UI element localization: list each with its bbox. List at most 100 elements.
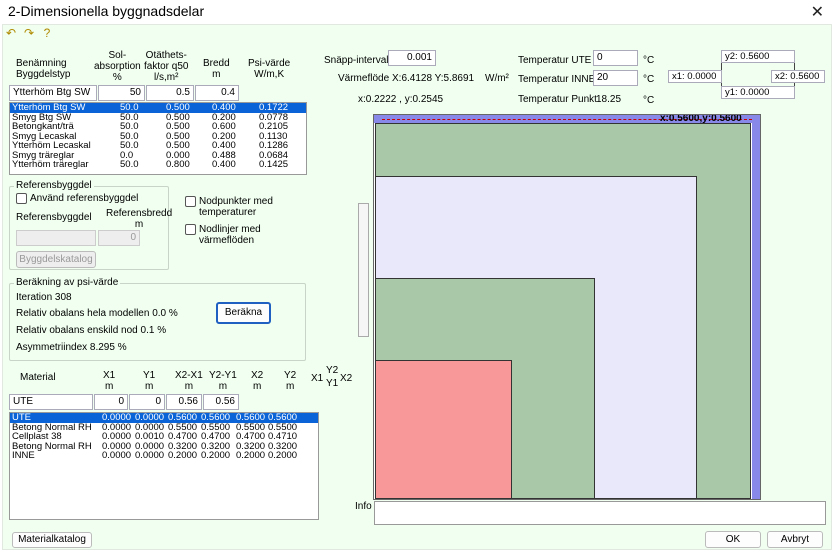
- material-catalog-button[interactable]: Materialkatalog: [12, 532, 92, 548]
- material-cell-y2: 0.5500: [268, 421, 298, 433]
- ok-button[interactable]: OK: [705, 531, 761, 548]
- use-reference-label: Använd referensbyggdel: [30, 193, 139, 204]
- mat-header-x2: X2 m: [251, 370, 264, 392]
- buildpart-row[interactable]: Ytterhöm Lecaskal 50.0 0.500 0.400 0.1286: [10, 141, 306, 151]
- buildpart-cell-psi: 0.0778: [259, 111, 289, 123]
- buildpart-sol-input[interactable]: 50: [98, 85, 145, 101]
- material-cell-x1: 0.0000: [102, 412, 132, 423]
- t-inne-input[interactable]: 20: [593, 70, 638, 86]
- close-icon[interactable]: ✕: [810, 4, 824, 21]
- material-x1-input[interactable]: 0: [94, 394, 128, 410]
- t-ute-unit: °C: [643, 55, 655, 66]
- buildpart-cell-sol: 0.0: [120, 149, 134, 161]
- material-row[interactable]: Cellplast 38 0.0000 0.0010 0.4700 0.4700 0.47…: [10, 432, 318, 442]
- material-cell-y2y1: 0.5600: [201, 412, 231, 423]
- reference-width-field[interactable]: 0: [98, 230, 140, 246]
- buildpart-row[interactable]: Ytterhöm träreglar 50.0 0.800 0.400 0.1425: [10, 160, 306, 170]
- material-row[interactable]: INNE 0.0000 0.0000 0.2000 0.2000 0.2000 0.2000: [10, 451, 318, 461]
- buildpart-row[interactable]: Betongkant/trä 50.0 0.500 0.600 0.2105: [10, 122, 306, 132]
- use-reference-check[interactable]: [16, 193, 27, 204]
- lines-checkbox[interactable]: Nodlinjer med värmeflöden: [185, 224, 261, 246]
- t-ute-input[interactable]: 0: [593, 50, 638, 66]
- coord-y1-field[interactable]: y1: 0.0000: [721, 86, 795, 99]
- buildpart-name-input[interactable]: Ytterhöm Btg SW: [9, 85, 97, 101]
- material-cell-y2: 0.4710: [268, 431, 298, 442]
- t-punkt-label: Temperatur Punkt: [518, 94, 597, 105]
- calc-group-title: Beräkning av psi-värde: [14, 277, 121, 288]
- buildpart-cell-bredd: 0.200: [212, 130, 236, 142]
- material-cell-name: Betong Normal RH: [12, 421, 92, 433]
- nodes-label: Nodpunkter med temperaturer: [199, 196, 273, 218]
- buildpart-list[interactable]: Ytterhöm Btg SW 50.0 0.500 0.400 0.1722 Smyg …: [9, 102, 307, 175]
- use-reference-checkbox[interactable]: Använd referensbyggdel: [16, 193, 138, 204]
- material-row[interactable]: UTE 0.0000 0.0000 0.5600 0.5600 0.5600 0.5600: [10, 413, 318, 423]
- inne-block: [375, 360, 512, 499]
- mat-header-y1: Y1 m: [143, 370, 156, 392]
- buildpart-row[interactable]: Smyg Btg SW 50.0 0.500 0.200 0.0778: [10, 111, 306, 123]
- material-name-input[interactable]: UTE: [9, 394, 93, 410]
- buildpart-cell-psi: 0.1425: [259, 159, 289, 170]
- buildpart-catalog-button[interactable]: Byggdelskatalog: [16, 251, 96, 268]
- coord-x1-field[interactable]: x1: 0.0000: [668, 70, 722, 83]
- material-cell-x1: 0.0000: [102, 421, 132, 433]
- buildpart-cell-bredd: 0.488: [212, 149, 236, 161]
- redo-icon[interactable]: ↷: [23, 26, 35, 40]
- buildpart-cell-otat: 0.800: [166, 159, 190, 170]
- material-cell-name: Betong Normal RH: [12, 440, 92, 452]
- calculate-button[interactable]: Beräkna: [216, 302, 271, 324]
- buildpart-row[interactable]: Ytterhöm Btg SW 50.0 0.500 0.400 0.1722: [10, 103, 306, 113]
- zoom-slider[interactable]: [358, 203, 369, 337]
- toolbar: ↶ ↷?: [4, 26, 58, 44]
- buildpart-cell-psi: 0.2105: [259, 121, 289, 132]
- coord-y2-field[interactable]: y2: 0.5600: [721, 50, 795, 63]
- header-bredd: Bredd m: [203, 58, 230, 80]
- buildpart-cell-bredd: 0.400: [212, 102, 236, 113]
- drawing-canvas[interactable]: x:0.5600,y:0.5600: [373, 114, 761, 500]
- material-cell-x2x1: 0.2000: [168, 450, 198, 461]
- window-title: 2-Dimensionella byggnadsdelar: [8, 3, 205, 19]
- buildpart-cell-otat: 0.000: [166, 149, 190, 161]
- coords-text: x:0.2222 , y:0.2545: [358, 94, 444, 105]
- help-icon[interactable]: ?: [43, 26, 51, 40]
- snap-input[interactable]: 0.001: [388, 50, 436, 66]
- rel-node-text: Relativ obalans enskild nod 0.1 %: [16, 325, 167, 336]
- material-cell-y2: 0.2000: [268, 450, 298, 461]
- material-x2x1-input[interactable]: 0.56: [166, 394, 202, 410]
- buildpart-cell-otat: 0.500: [166, 130, 190, 142]
- material-list[interactable]: UTE 0.0000 0.0000 0.5600 0.5600 0.5600 0.5600 B…: [9, 412, 319, 520]
- lines-check[interactable]: [185, 224, 196, 235]
- material-y2y1-input[interactable]: 0.56: [203, 394, 239, 410]
- material-row[interactable]: Betong Normal RH 0.0000 0.0000 0.3200 0.3200…: [10, 440, 318, 452]
- undo-icon[interactable]: ↶: [5, 26, 17, 40]
- ute-strip-right: [752, 115, 760, 499]
- legend-y2: Y2: [326, 365, 339, 376]
- buildpart-cell-name: Betongkant/trä: [12, 121, 74, 132]
- nodes-checkbox[interactable]: Nodpunkter med temperaturer: [185, 196, 273, 218]
- t-punkt-value: 18.25: [596, 94, 622, 105]
- cancel-button[interactable]: Avbryt: [767, 531, 823, 548]
- legend-x2: X2: [340, 373, 353, 384]
- buildpart-bredd-input[interactable]: 0.4: [195, 85, 239, 101]
- material-row[interactable]: Betong Normal RH 0.0000 0.0000 0.5500 0.5500…: [10, 421, 318, 433]
- buildpart-cell-bredd: 0.200: [212, 111, 236, 123]
- buildpart-cell-otat: 0.500: [166, 111, 190, 123]
- header-name: Benämning Byggdelstyp: [16, 58, 71, 80]
- buildpart-row[interactable]: Smyg träreglar 0.0 0.000 0.488 0.0684: [10, 149, 306, 161]
- reference-buildpart-field[interactable]: [16, 230, 96, 246]
- info-field[interactable]: [374, 501, 826, 525]
- legend-x1: X1: [311, 373, 324, 384]
- buildpart-cell-psi: 0.0684: [259, 149, 289, 161]
- material-cell-y2y1: 0.2000: [201, 450, 231, 461]
- nodes-check[interactable]: [185, 196, 196, 207]
- material-cell-x2: 0.5500: [236, 421, 266, 433]
- buildpart-otat-input[interactable]: 0.5: [146, 85, 194, 101]
- flow-label: Värmeflöde: [338, 73, 390, 84]
- drawing-corner-label: x:0.5600,y:0.5600: [660, 114, 742, 124]
- buildpart-cell-name: Smyg Lecaskal: [12, 130, 77, 142]
- buildpart-cell-psi: 0.1286: [259, 140, 289, 151]
- material-y1-input[interactable]: 0: [129, 394, 165, 410]
- buildpart-row[interactable]: Smyg Lecaskal 50.0 0.500 0.200 0.1130: [10, 130, 306, 142]
- buildpart-cell-otat: 0.500: [166, 140, 190, 151]
- coord-x2-field[interactable]: x2: 0.5600: [771, 70, 825, 83]
- material-cell-x2x1: 0.3200: [168, 440, 198, 452]
